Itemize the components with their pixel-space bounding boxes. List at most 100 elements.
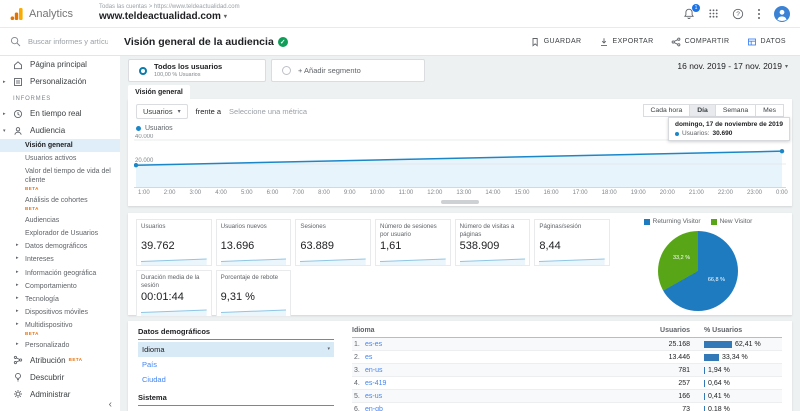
percent-value: 62,41 % [735,340,761,348]
date-range-picker[interactable]: 16 nov. 2019 - 17 nov. 2019 ▾ [677,61,788,71]
sidebar-item-audiencias[interactable]: Audiencias [25,217,60,225]
scorecard-duracion-media-de-la-sesion[interactable]: Duración media de la sesión 00:01:44 [136,270,212,318]
dimension-pais[interactable]: País [142,360,158,369]
sidebar-item-multidispositivo[interactable]: ▸ Multidispositivo BETA [0,319,120,339]
language-table: Idioma Usuarios % Usuarios 1. es-es 25.168… [352,325,782,411]
top-bar: Analytics Todas las cuentas > https://ww… [0,0,800,28]
segment-all-users[interactable]: Todos los usuarios 100,00 % Usuarios [128,59,266,82]
sidebar-item-personalizado[interactable]: ▸ Personalizado [16,340,70,349]
collapse-sidebar-button[interactable]: ‹ [108,399,112,410]
pie-label-new: 33,2 % [673,255,691,261]
sidebar-item-informacion-geografica[interactable]: ▸ Información geográfica [16,268,97,277]
metrics-panel: Usuarios 39.762 Usuarios nuevos 13.696 Sesio… [128,213,792,318]
visitor-type-pie-chart[interactable]: 33,2 % 66,8 % [658,231,738,311]
tab-vision-general[interactable]: Visión general [128,85,190,99]
granularity-semana[interactable]: Semana [714,104,757,117]
sidebar-item-analisis-de-cohortes[interactable]: Análisis de cohortes BETA [0,194,120,214]
x-axis-tick: 18:00 [601,190,617,196]
data-button[interactable]: DATOS [747,37,786,47]
verified-check-icon: ✓ [277,36,288,47]
sidebar-item-explorador-de-usuarios[interactable]: Explorador de Usuarios [25,230,99,238]
sidebar-item-datos-demograficos[interactable]: ▸ Datos demográficos [16,242,88,251]
users-count: 25.168 [668,340,690,348]
dimension-idioma[interactable]: Idioma ▾ [138,342,334,357]
language-link[interactable]: en-gb [365,405,383,411]
sidebar-item-personalizacion[interactable]: ▸ Personalización [3,77,87,86]
discover-bulb-icon [15,373,21,382]
table-row: 2. es 13.446 33,34 % [352,351,782,364]
sidebar-item-comportamiento[interactable]: ▸ Comportamiento [16,281,77,290]
x-axis-tick: 14:00 [485,190,501,196]
share-button[interactable]: COMPARTIR [671,37,730,47]
sidebar-item-usuarios-activos[interactable]: Usuarios activos [25,155,77,163]
scorecard-numero-de-visitas-a-paginas[interactable]: Número de visitas a páginas 538.909 [454,219,531,267]
gear-icon [14,390,22,399]
sidebar-item-administrar[interactable]: Administrar [0,386,120,403]
beta-badge: BETA [25,186,39,192]
sidebar-item-descubrir[interactable]: Descubrir [0,369,120,386]
sidebar-item-audiencia[interactable]: ▾ Audiencia [3,126,66,135]
scorecard-numero-de-sesiones-por-usuario[interactable]: Número de sesiones por usuario 1,61 [374,219,451,267]
sparkline [141,258,207,265]
more-menu-button[interactable] [757,8,761,20]
line-chart-svg: 20.000 40.000 [134,134,786,188]
scorecard-value: 00:01:44 [141,291,184,304]
sidebar-item-vision-general[interactable]: Visión general [0,139,120,153]
search-bar[interactable] [10,36,116,47]
search-input[interactable] [26,36,110,47]
scorecard-label: Número de sesiones por usuario [379,223,437,239]
scorecard-usuarios-nuevos[interactable]: Usuarios nuevos 13.696 [215,219,292,267]
add-segment-button[interactable]: + Añadir segmento [271,59,425,82]
scorecard-value: 1,61 [379,240,402,253]
table-row: 1. es-es 25.168 62,41 % [352,338,782,351]
granularity-cada-hora[interactable]: Cada hora [642,104,691,117]
x-axis-tick: 8:00 [318,190,330,196]
language-link[interactable]: es [365,353,373,361]
beta-badge: BETA [25,206,39,212]
users-line-chart[interactable]: 20.000 40.000 [134,134,786,188]
granularity-dia[interactable]: Día [689,104,716,117]
scorecard-usuarios[interactable]: Usuarios 39.762 [136,219,212,267]
select-metric-placeholder[interactable]: Seleccione una métrica [229,107,308,116]
granularity-mes[interactable]: Mes [755,104,784,117]
scorecard-label: Usuarios nuevos [220,223,267,230]
sidebar-item-tecnologia[interactable]: ▸ Tecnología [16,294,59,303]
user-avatar[interactable] [774,5,790,22]
account-switcher[interactable]: Todas las cuentas > https://www.teldeact… [99,4,240,24]
chevron-right-icon: ▸ [16,281,19,288]
sidebar-section-informes: INFORMES [13,96,52,102]
x-axis-tick: 23:00 [746,190,762,196]
users-count: 13.446 [668,353,690,361]
scorecard-paginas-sesion[interactable]: Páginas/sesión 8,44 [534,219,610,267]
sidebar-item-dispositivos-moviles[interactable]: ▸ Dispositivos móviles [16,307,89,316]
help-button[interactable]: ? [732,8,744,20]
scorecard-label: Porcentaje de rebote [220,274,279,282]
export-button[interactable]: EXPORTAR [599,37,654,47]
metric-selector-dropdown[interactable]: Usuarios ▾ [136,104,188,119]
kebab-menu-icon [758,8,760,19]
beta-badge: BETA [25,331,39,336]
language-link[interactable]: es-us [365,392,383,400]
scorecard-sesiones[interactable]: Sesiones 63.889 [295,219,371,267]
language-link[interactable]: es-419 [365,379,387,387]
chart-tooltip: domingo, 17 de noviembre de 2019 Usuario… [667,117,790,141]
dimension-ciudad[interactable]: Ciudad [142,375,166,384]
scorecard-value: 63.889 [300,240,334,252]
apps-grid-button[interactable] [708,8,719,19]
percent-bar [704,353,719,361]
notifications-button[interactable]: 1 [683,3,700,20]
sidebar-item-pagina-principal[interactable]: Página principal [0,56,120,73]
attribution-icon [13,356,23,365]
language-link[interactable]: es-es [365,340,383,348]
sidebar-item-intereses[interactable]: ▸ Intereses [16,255,54,264]
chart-scrollbar-handle[interactable] [441,200,479,204]
language-link[interactable]: en-us [365,366,383,374]
granularity-toggle: Cada hora Día Semana Mes [642,104,784,117]
row-rank: 2. [354,353,360,361]
save-button[interactable]: GUARDAR [530,37,582,47]
scorecard-porcentaje-de-rebote[interactable]: Porcentaje de rebote 9,31 % [215,270,292,318]
scorecard-value: 8,44 [539,240,561,252]
sidebar-item-en-tiempo-real[interactable]: ▸ En tiempo real [3,109,82,118]
sidebar-item-atribucion[interactable]: Atribución BETA [0,352,120,369]
sidebar-item-valor-del-tiempo-de-vida-del-cliente[interactable]: Valor del tiempo de vida del cliente BETA [0,165,120,194]
